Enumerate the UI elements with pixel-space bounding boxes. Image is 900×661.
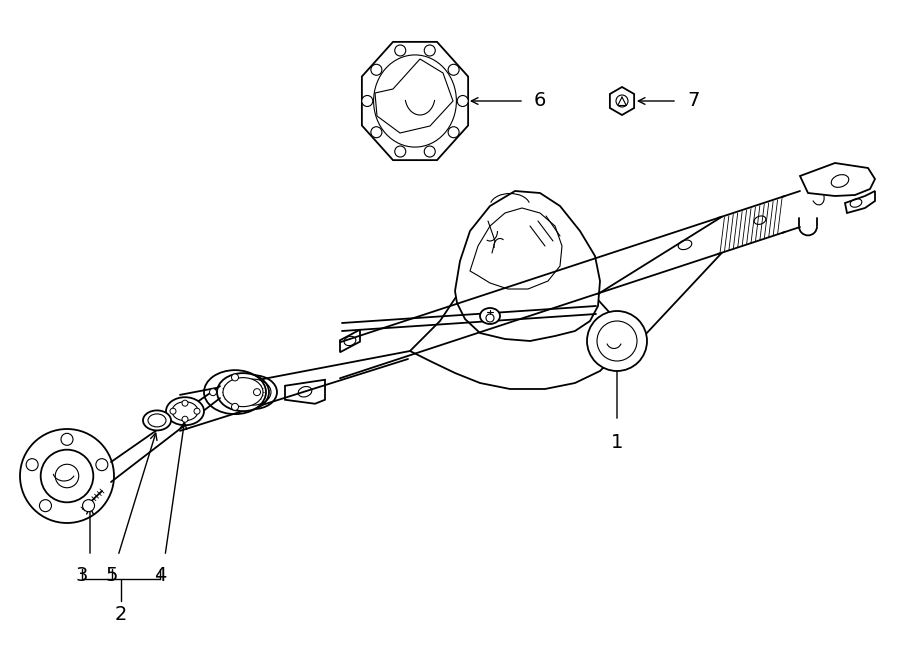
Ellipse shape: [229, 375, 277, 409]
Ellipse shape: [223, 377, 263, 407]
Circle shape: [371, 64, 382, 75]
Polygon shape: [845, 191, 875, 213]
Circle shape: [26, 459, 38, 471]
Circle shape: [448, 64, 459, 75]
Ellipse shape: [480, 308, 500, 324]
Circle shape: [424, 45, 436, 56]
Circle shape: [231, 374, 239, 381]
Ellipse shape: [166, 397, 204, 425]
Polygon shape: [285, 380, 325, 404]
Circle shape: [371, 127, 382, 137]
Circle shape: [170, 408, 176, 414]
Text: 1: 1: [611, 433, 623, 452]
Polygon shape: [800, 163, 875, 196]
Polygon shape: [362, 42, 468, 160]
Circle shape: [55, 464, 79, 488]
Circle shape: [395, 146, 406, 157]
Circle shape: [96, 459, 108, 471]
Text: 5: 5: [106, 566, 118, 585]
Polygon shape: [455, 191, 600, 341]
Circle shape: [20, 429, 114, 523]
Circle shape: [61, 434, 73, 446]
Circle shape: [587, 311, 647, 371]
Circle shape: [40, 449, 94, 502]
Polygon shape: [610, 87, 634, 115]
Circle shape: [254, 389, 260, 396]
Text: 4: 4: [154, 566, 166, 585]
Text: 6: 6: [534, 91, 546, 110]
Circle shape: [231, 403, 239, 410]
Circle shape: [182, 416, 188, 422]
Polygon shape: [410, 261, 618, 389]
Text: 3: 3: [76, 566, 88, 585]
Text: 7: 7: [687, 91, 699, 110]
Circle shape: [362, 95, 373, 106]
Circle shape: [424, 146, 436, 157]
Ellipse shape: [143, 410, 171, 430]
Circle shape: [194, 408, 200, 414]
Circle shape: [210, 389, 217, 396]
Circle shape: [448, 127, 459, 137]
Text: 2: 2: [115, 605, 127, 624]
Circle shape: [40, 500, 51, 512]
Polygon shape: [340, 330, 360, 352]
Circle shape: [395, 45, 406, 56]
Circle shape: [83, 500, 94, 512]
Circle shape: [182, 400, 188, 406]
Ellipse shape: [217, 373, 269, 411]
Circle shape: [457, 95, 468, 106]
